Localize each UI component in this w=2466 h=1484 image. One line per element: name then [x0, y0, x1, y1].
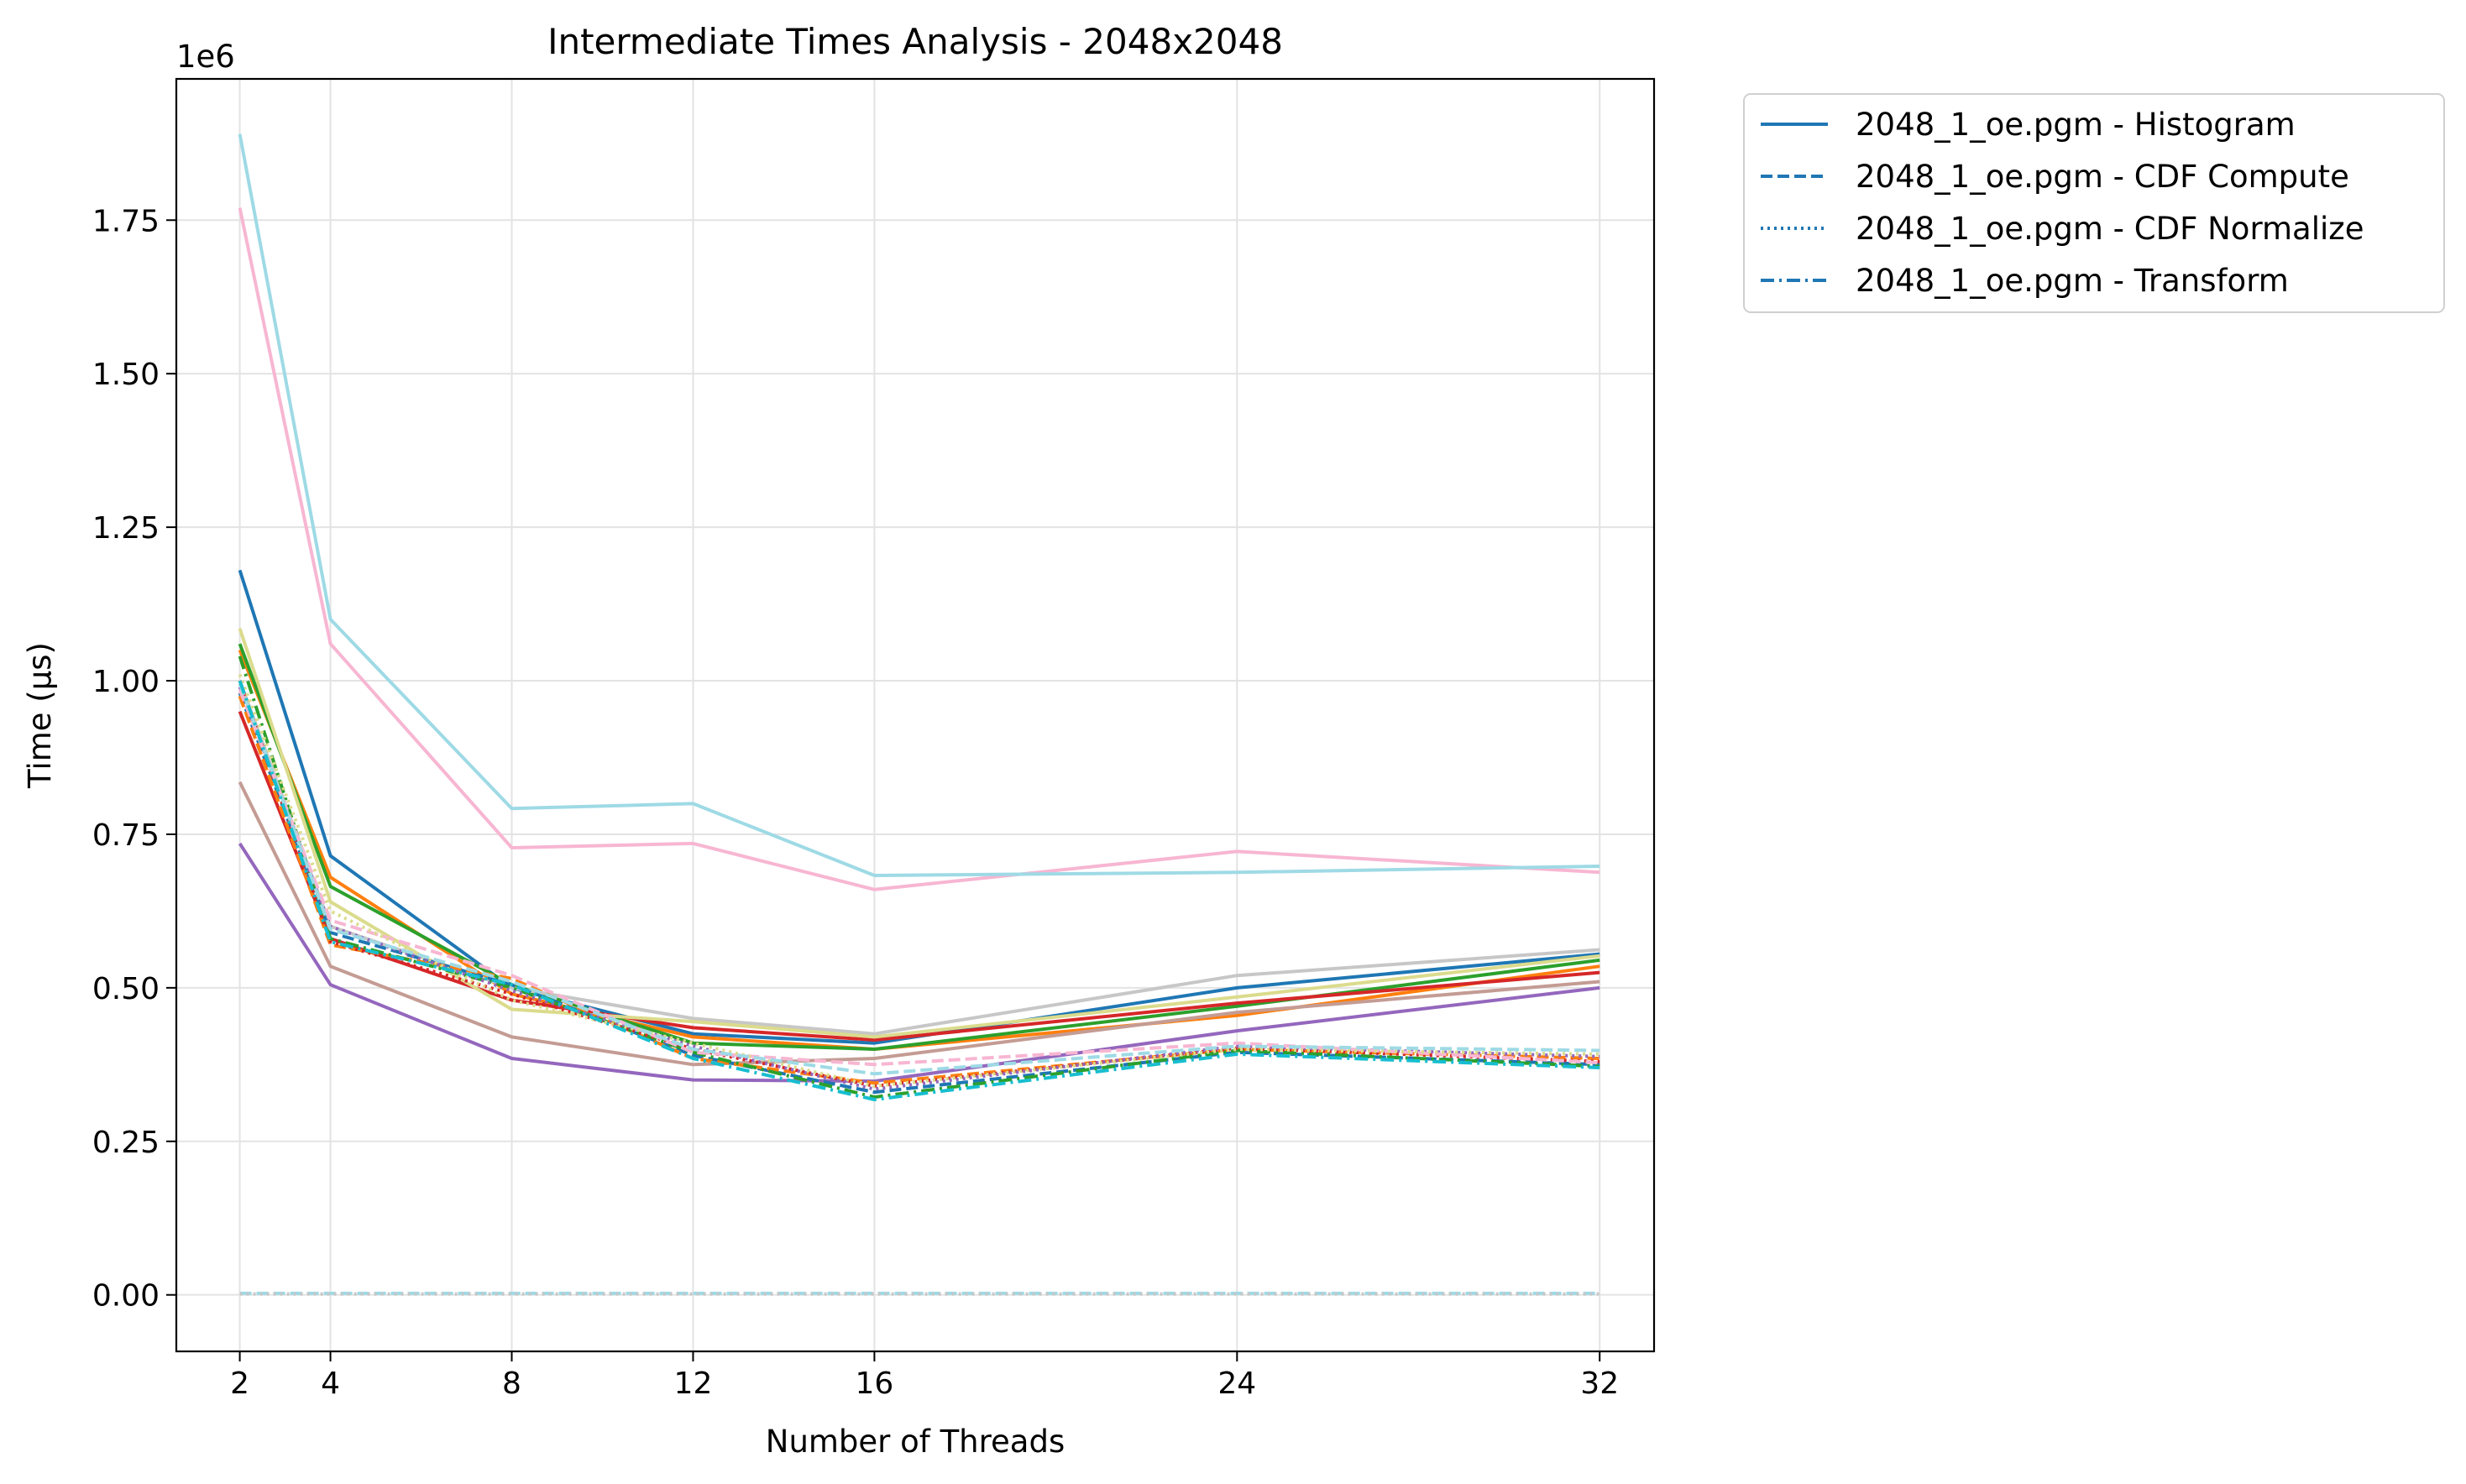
plot-background	[176, 79, 1654, 1351]
series-layer	[238, 133, 1600, 1296]
series-line-1	[238, 569, 1600, 1045]
series-line-3	[238, 643, 1600, 1051]
chart-title: Intermediate Times Analysis - 2048x2048	[547, 21, 1283, 62]
series-line-6	[238, 781, 1600, 1067]
y-scale-label: 1e6	[176, 39, 235, 75]
x-tick-label: 12	[674, 1366, 713, 1401]
x-tick-label: 24	[1217, 1366, 1256, 1401]
y-tick-label: 0.25	[92, 1126, 160, 1160]
series-line-11	[238, 692, 1600, 1095]
x-tick-label: 4	[321, 1366, 340, 1401]
y-tick-label: 0.75	[92, 818, 160, 853]
series-line-19	[238, 680, 1600, 1101]
legend-box	[1743, 93, 2445, 313]
x-tick-label: 32	[1580, 1366, 1619, 1401]
series-line-10	[238, 133, 1600, 877]
y-axis-label: Time (µs)	[22, 642, 58, 789]
series-line-14	[238, 680, 1600, 1088]
x-axis: 2 4 8 12 16 24 32	[230, 1351, 1619, 1401]
grid	[176, 79, 1654, 1351]
y-axis: 0.00 0.25 0.50 0.75 1.00 1.25 1.50 1.75	[92, 204, 176, 1314]
x-axis-label: Number of Threads	[766, 1424, 1065, 1460]
legend: 2048_1_oe.pgm - Histogram 2048_1_oe.pgm -…	[1743, 93, 2445, 313]
series-line-16	[238, 689, 1600, 1067]
legend-label: 2048_1_oe.pgm - CDF Normalize	[1856, 211, 2364, 247]
x-tick-label: 16	[856, 1366, 894, 1401]
y-tick-label: 1.75	[92, 204, 160, 238]
y-tick-label: 1.25	[92, 511, 160, 546]
x-tick-label: 8	[502, 1366, 521, 1401]
plot-frame	[175, 77, 1656, 1353]
x-tick-label: 2	[230, 1366, 249, 1401]
series-line-18	[238, 683, 1600, 1076]
y-tick-label: 1.00	[92, 665, 160, 699]
y-tick-label: 0.50	[92, 972, 160, 1006]
legend-label: 2048_1_oe.pgm - CDF Compute	[1856, 159, 2349, 195]
y-tick-label: 0.00	[92, 1279, 160, 1314]
series-line-9	[238, 628, 1600, 1039]
y-tick-label: 1.50	[92, 358, 160, 392]
series-line-7	[238, 207, 1600, 891]
legend-label: 2048_1_oe.pgm - Transform	[1856, 263, 2289, 299]
series-line-5	[238, 842, 1600, 1084]
legend-label: 2048_1_oe.pgm - Histogram	[1856, 107, 2296, 143]
series-line-2	[238, 649, 1600, 1051]
